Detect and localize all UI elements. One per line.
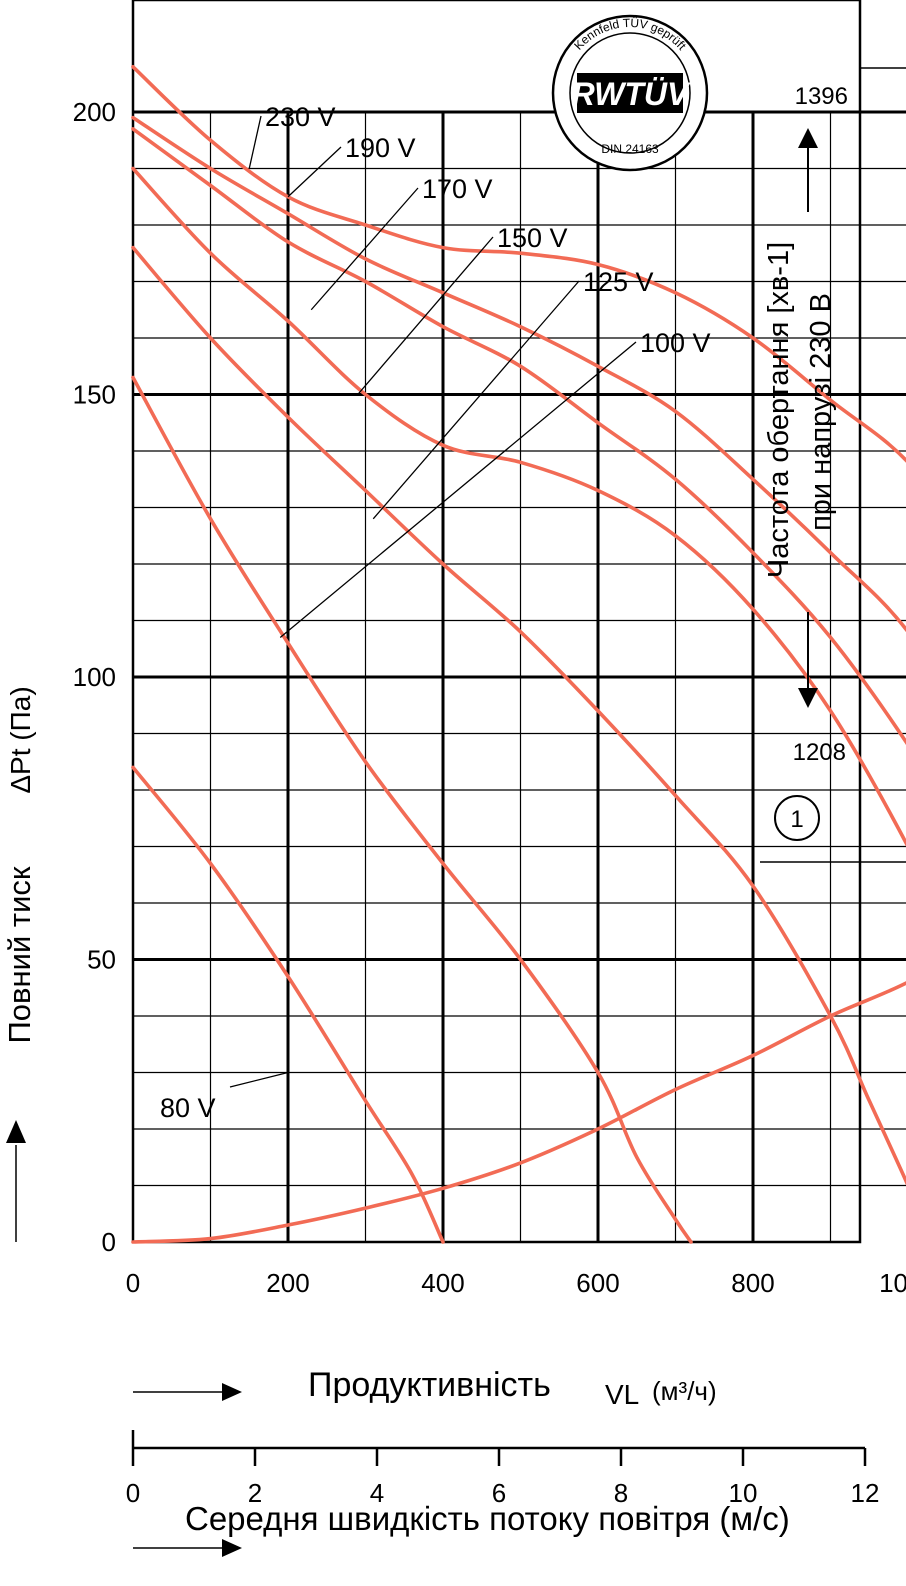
y-tick-labels: 0 50 100 150 200 <box>73 97 116 1257</box>
speed-bottom: 1208 <box>793 739 846 766</box>
series-label: 170 V <box>422 174 493 204</box>
x-tick-label: 400 <box>421 1268 464 1298</box>
system-curve-marker-label: 1 <box>790 806 803 833</box>
rwtuv-logo: RWTÜV Kennfeld TÜV geprüft DIN 24163 <box>551 14 709 172</box>
leader-line <box>279 341 637 638</box>
leader-line <box>310 187 419 311</box>
velocity-tick-label: 0 <box>126 1478 140 1508</box>
x-tick-label: 200 <box>266 1268 309 1298</box>
velocity-tick-label: 2 <box>248 1478 262 1508</box>
x-tick-labels: 0200400600800100012001400 <box>126 1268 906 1298</box>
series-label: 150 V <box>497 223 568 253</box>
series-label: 190 V <box>345 133 416 163</box>
leader-line <box>372 280 580 520</box>
speed-top: 1396 <box>795 83 848 110</box>
plot-frame <box>131 0 862 1244</box>
y-tick-label: 50 <box>87 945 116 975</box>
right-label-line2: при напрузі 230 В <box>805 293 837 531</box>
leader-line <box>287 146 342 198</box>
velocity-tick-label: 4 <box>370 1478 384 1508</box>
x-tick-label: 1000 <box>879 1268 906 1298</box>
curve-80v <box>131 765 445 1244</box>
x-tick-label: 600 <box>576 1268 619 1298</box>
series-label: 125 V <box>583 267 654 297</box>
leader-line <box>229 1071 289 1088</box>
system-curve-marker <box>774 795 820 841</box>
curve-100v <box>131 375 693 1244</box>
x-axis-label: Продуктивність <box>308 1366 551 1404</box>
x-tick-label: 800 <box>731 1268 774 1298</box>
y-axis-label: Повний тиск <box>2 866 37 1043</box>
velocity-axis-label: Середня швидкість потоку повітря (м/с) <box>185 1500 790 1537</box>
velocity-tick-label: 8 <box>614 1478 628 1508</box>
y-tick-label: 100 <box>73 662 116 692</box>
curve-1 <box>131 981 906 1244</box>
series-label: 100 V <box>640 328 711 358</box>
curve-190v <box>131 115 906 633</box>
curve-125v <box>131 245 906 1186</box>
major-grid <box>133 110 906 1242</box>
x-tick-label: 0 <box>126 1268 140 1298</box>
curve-230v <box>131 65 906 463</box>
velocity-tick-label: 12 <box>851 1478 880 1508</box>
series-label: 230 V <box>265 102 336 132</box>
y-tick-label: 150 <box>73 380 116 410</box>
y-axis-symbol: ΔPt (Па) <box>5 686 36 793</box>
y-tick-label: 0 <box>102 1227 116 1257</box>
leader-line <box>248 115 262 169</box>
logo-ring-bottom: DIN 24163 <box>601 142 659 156</box>
logo-text: RWTÜV <box>572 76 691 112</box>
curve-170v <box>131 127 906 746</box>
leader-line <box>357 236 494 395</box>
series-label: 80 V <box>160 1093 216 1123</box>
velocity-axis-ticks: 0 2 4 6 8 10 12 <box>126 1448 880 1508</box>
curve-150v <box>131 166 906 847</box>
fan-curves <box>131 65 906 1244</box>
y-tick-label: 200 <box>73 97 116 127</box>
x-axis-unit: (м³/ч) <box>652 1376 717 1406</box>
velocity-tick-label: 6 <box>492 1478 506 1508</box>
right-label-line1: Частота обертання [хв-1] <box>763 242 795 578</box>
x-axis-symbol: VL <box>605 1379 639 1410</box>
velocity-tick-label: 10 <box>729 1478 758 1508</box>
label-leaders <box>229 115 637 1088</box>
